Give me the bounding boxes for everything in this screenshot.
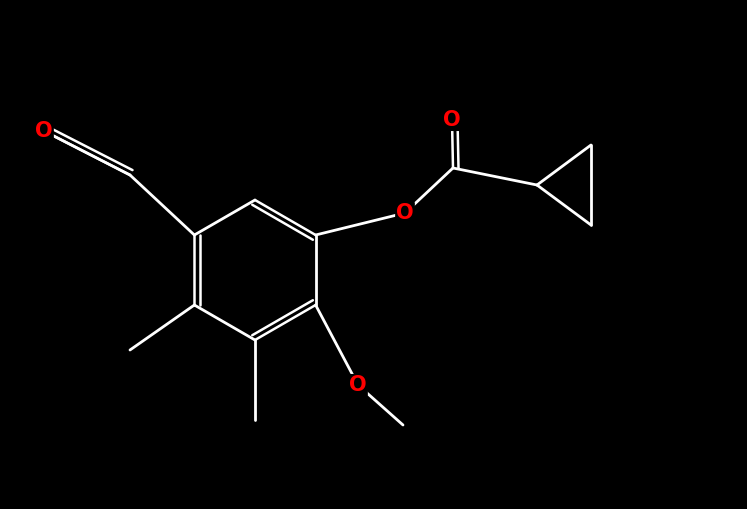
Text: O: O — [396, 203, 414, 223]
Text: O: O — [35, 121, 53, 141]
Text: O: O — [349, 375, 367, 395]
Text: O: O — [443, 110, 461, 130]
